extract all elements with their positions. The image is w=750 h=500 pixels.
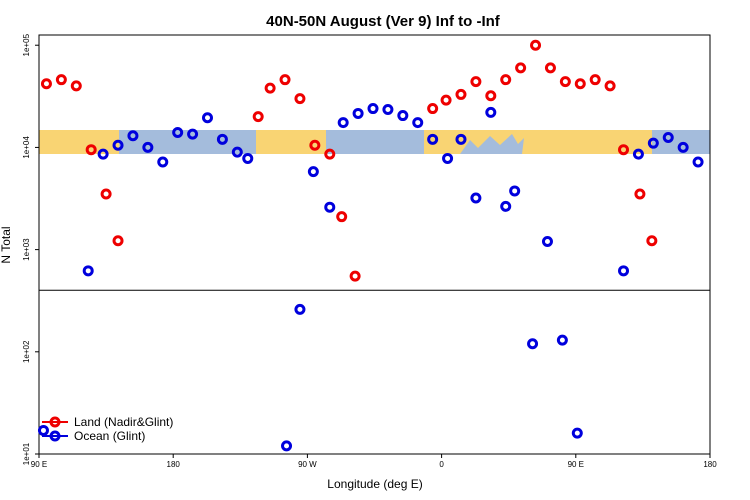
land-point	[470, 76, 482, 88]
ocean-point	[412, 117, 424, 129]
land-point	[294, 93, 306, 105]
ocean-point	[662, 132, 674, 144]
land-point	[70, 80, 82, 92]
ocean-point	[427, 133, 439, 145]
land-point	[427, 103, 439, 115]
land-point	[40, 78, 52, 90]
ocean-point	[37, 424, 49, 436]
land-point	[85, 144, 97, 156]
ocean-point	[281, 440, 293, 452]
ocean-point	[187, 128, 199, 140]
land-point	[544, 62, 556, 74]
legend: Land (Nadir&Glint) Ocean (Glint)	[42, 415, 173, 443]
series-ocean	[37, 103, 704, 452]
ocean-point	[485, 106, 497, 118]
land-point	[634, 188, 646, 200]
y-tick-label: 1e+01	[22, 442, 31, 465]
ocean-point	[324, 201, 336, 213]
series-land	[40, 39, 658, 282]
land-point	[485, 90, 497, 102]
ocean-point	[216, 133, 228, 145]
land-point	[500, 74, 512, 86]
x-tick-label: 180	[167, 460, 181, 469]
ocean-point	[571, 427, 583, 439]
land-point	[100, 188, 112, 200]
y-tick-label: 1e+05	[22, 33, 31, 56]
ocean-point	[201, 112, 213, 124]
land-point	[309, 139, 321, 151]
x-axis-label: Longitude (deg E)	[327, 477, 422, 491]
land-point	[252, 111, 264, 123]
ocean-point	[397, 110, 409, 122]
x-tick-label: 90 E	[568, 460, 584, 469]
plot-frame	[38, 34, 711, 455]
ocean-point	[470, 192, 482, 204]
ocean-point	[242, 152, 254, 164]
land-point	[264, 82, 276, 94]
ocean-point	[231, 146, 243, 158]
ocean-point	[337, 117, 349, 129]
x-tick-label: 90 E	[31, 460, 47, 469]
ocean-point	[556, 334, 568, 346]
x-tick-label: 180	[703, 460, 717, 469]
ocean-point	[294, 303, 306, 315]
ocean-point	[142, 141, 154, 153]
legend-land-label: Land (Nadir&Glint)	[74, 415, 173, 429]
ocean-point	[112, 139, 124, 151]
map-band	[39, 130, 710, 154]
land-point	[515, 62, 527, 74]
ocean-point	[632, 148, 644, 160]
ocean-point	[527, 338, 539, 350]
ocean-point	[442, 152, 454, 164]
ocean-point	[127, 130, 139, 142]
ocean-point	[352, 107, 364, 119]
land-point	[589, 74, 601, 86]
ocean-point	[541, 236, 553, 248]
ocean-point	[157, 156, 169, 168]
land-point	[559, 76, 571, 88]
ocean-point	[307, 166, 319, 178]
map-band-ocean-atlantic	[326, 130, 424, 154]
y-axis-label: N Total	[0, 226, 13, 263]
ocean-point	[367, 103, 379, 115]
land-point	[55, 74, 67, 86]
ocean-point	[647, 137, 659, 149]
land-point	[349, 270, 361, 282]
ocean-point	[618, 265, 630, 277]
x-axis: 90 E 180 90 W 0 90 E 180	[31, 454, 717, 469]
y-axis: 1e+01 1e+02 1e+03 1e+04 1e+05	[22, 33, 39, 465]
legend-ocean-label: Ocean (Glint)	[74, 429, 145, 443]
land-point	[324, 148, 336, 160]
y-tick-label: 1e+04	[22, 136, 31, 159]
land-point	[604, 80, 616, 92]
ocean-point	[82, 265, 94, 277]
y-tick-label: 1e+02	[22, 340, 31, 363]
ocean-point	[692, 156, 704, 168]
land-point	[530, 39, 542, 51]
land-point	[646, 235, 658, 247]
ocean-point	[382, 103, 394, 115]
y-tick-label: 1e+03	[22, 238, 31, 261]
ocean-point	[677, 141, 689, 153]
ocean-point	[509, 185, 521, 197]
chart-title: 40N-50N August (Ver 9) Inf to -Inf	[266, 13, 501, 30]
land-point	[112, 235, 124, 247]
map-band-coast-detail	[460, 134, 524, 154]
x-tick-label: 90 W	[298, 460, 317, 469]
x-tick-label: 0	[439, 460, 444, 469]
ocean-point	[172, 126, 184, 138]
legend-ocean-marker	[49, 430, 61, 442]
land-point	[618, 144, 630, 156]
ocean-point	[455, 133, 467, 145]
land-point	[455, 88, 467, 100]
land-point	[336, 211, 348, 223]
ocean-point	[97, 148, 109, 160]
land-point	[440, 94, 452, 106]
ocean-point	[500, 200, 512, 212]
legend-land-marker	[49, 416, 61, 428]
land-point	[574, 78, 586, 90]
land-point	[279, 74, 291, 86]
